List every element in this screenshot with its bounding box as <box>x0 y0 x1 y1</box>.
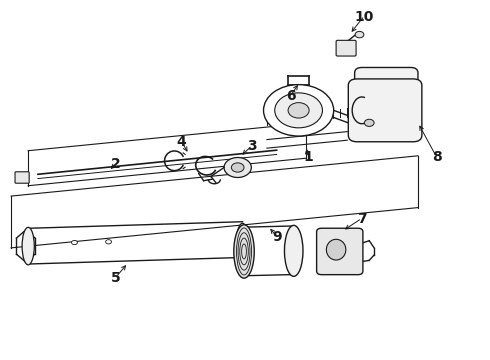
Circle shape <box>224 157 251 177</box>
Text: 1: 1 <box>303 150 313 164</box>
Ellipse shape <box>22 227 34 265</box>
Circle shape <box>264 85 334 136</box>
Text: 8: 8 <box>433 150 442 164</box>
Ellipse shape <box>234 225 254 278</box>
Ellipse shape <box>237 223 248 261</box>
Text: 9: 9 <box>272 230 281 244</box>
FancyBboxPatch shape <box>348 79 422 142</box>
Circle shape <box>288 103 309 118</box>
Circle shape <box>106 240 112 244</box>
Circle shape <box>365 119 374 126</box>
Text: 6: 6 <box>287 89 296 103</box>
Text: 2: 2 <box>111 157 121 171</box>
FancyBboxPatch shape <box>15 172 29 183</box>
Circle shape <box>275 93 322 128</box>
FancyBboxPatch shape <box>336 40 356 56</box>
Text: 10: 10 <box>355 10 374 24</box>
Circle shape <box>231 163 244 172</box>
FancyBboxPatch shape <box>355 67 418 107</box>
Text: 3: 3 <box>247 139 257 153</box>
Text: 7: 7 <box>357 212 367 226</box>
Circle shape <box>72 240 77 245</box>
Text: 4: 4 <box>177 135 187 149</box>
FancyBboxPatch shape <box>317 228 363 275</box>
Text: 5: 5 <box>111 271 121 285</box>
Ellipse shape <box>326 239 346 260</box>
Circle shape <box>355 31 364 38</box>
Ellipse shape <box>285 225 303 276</box>
